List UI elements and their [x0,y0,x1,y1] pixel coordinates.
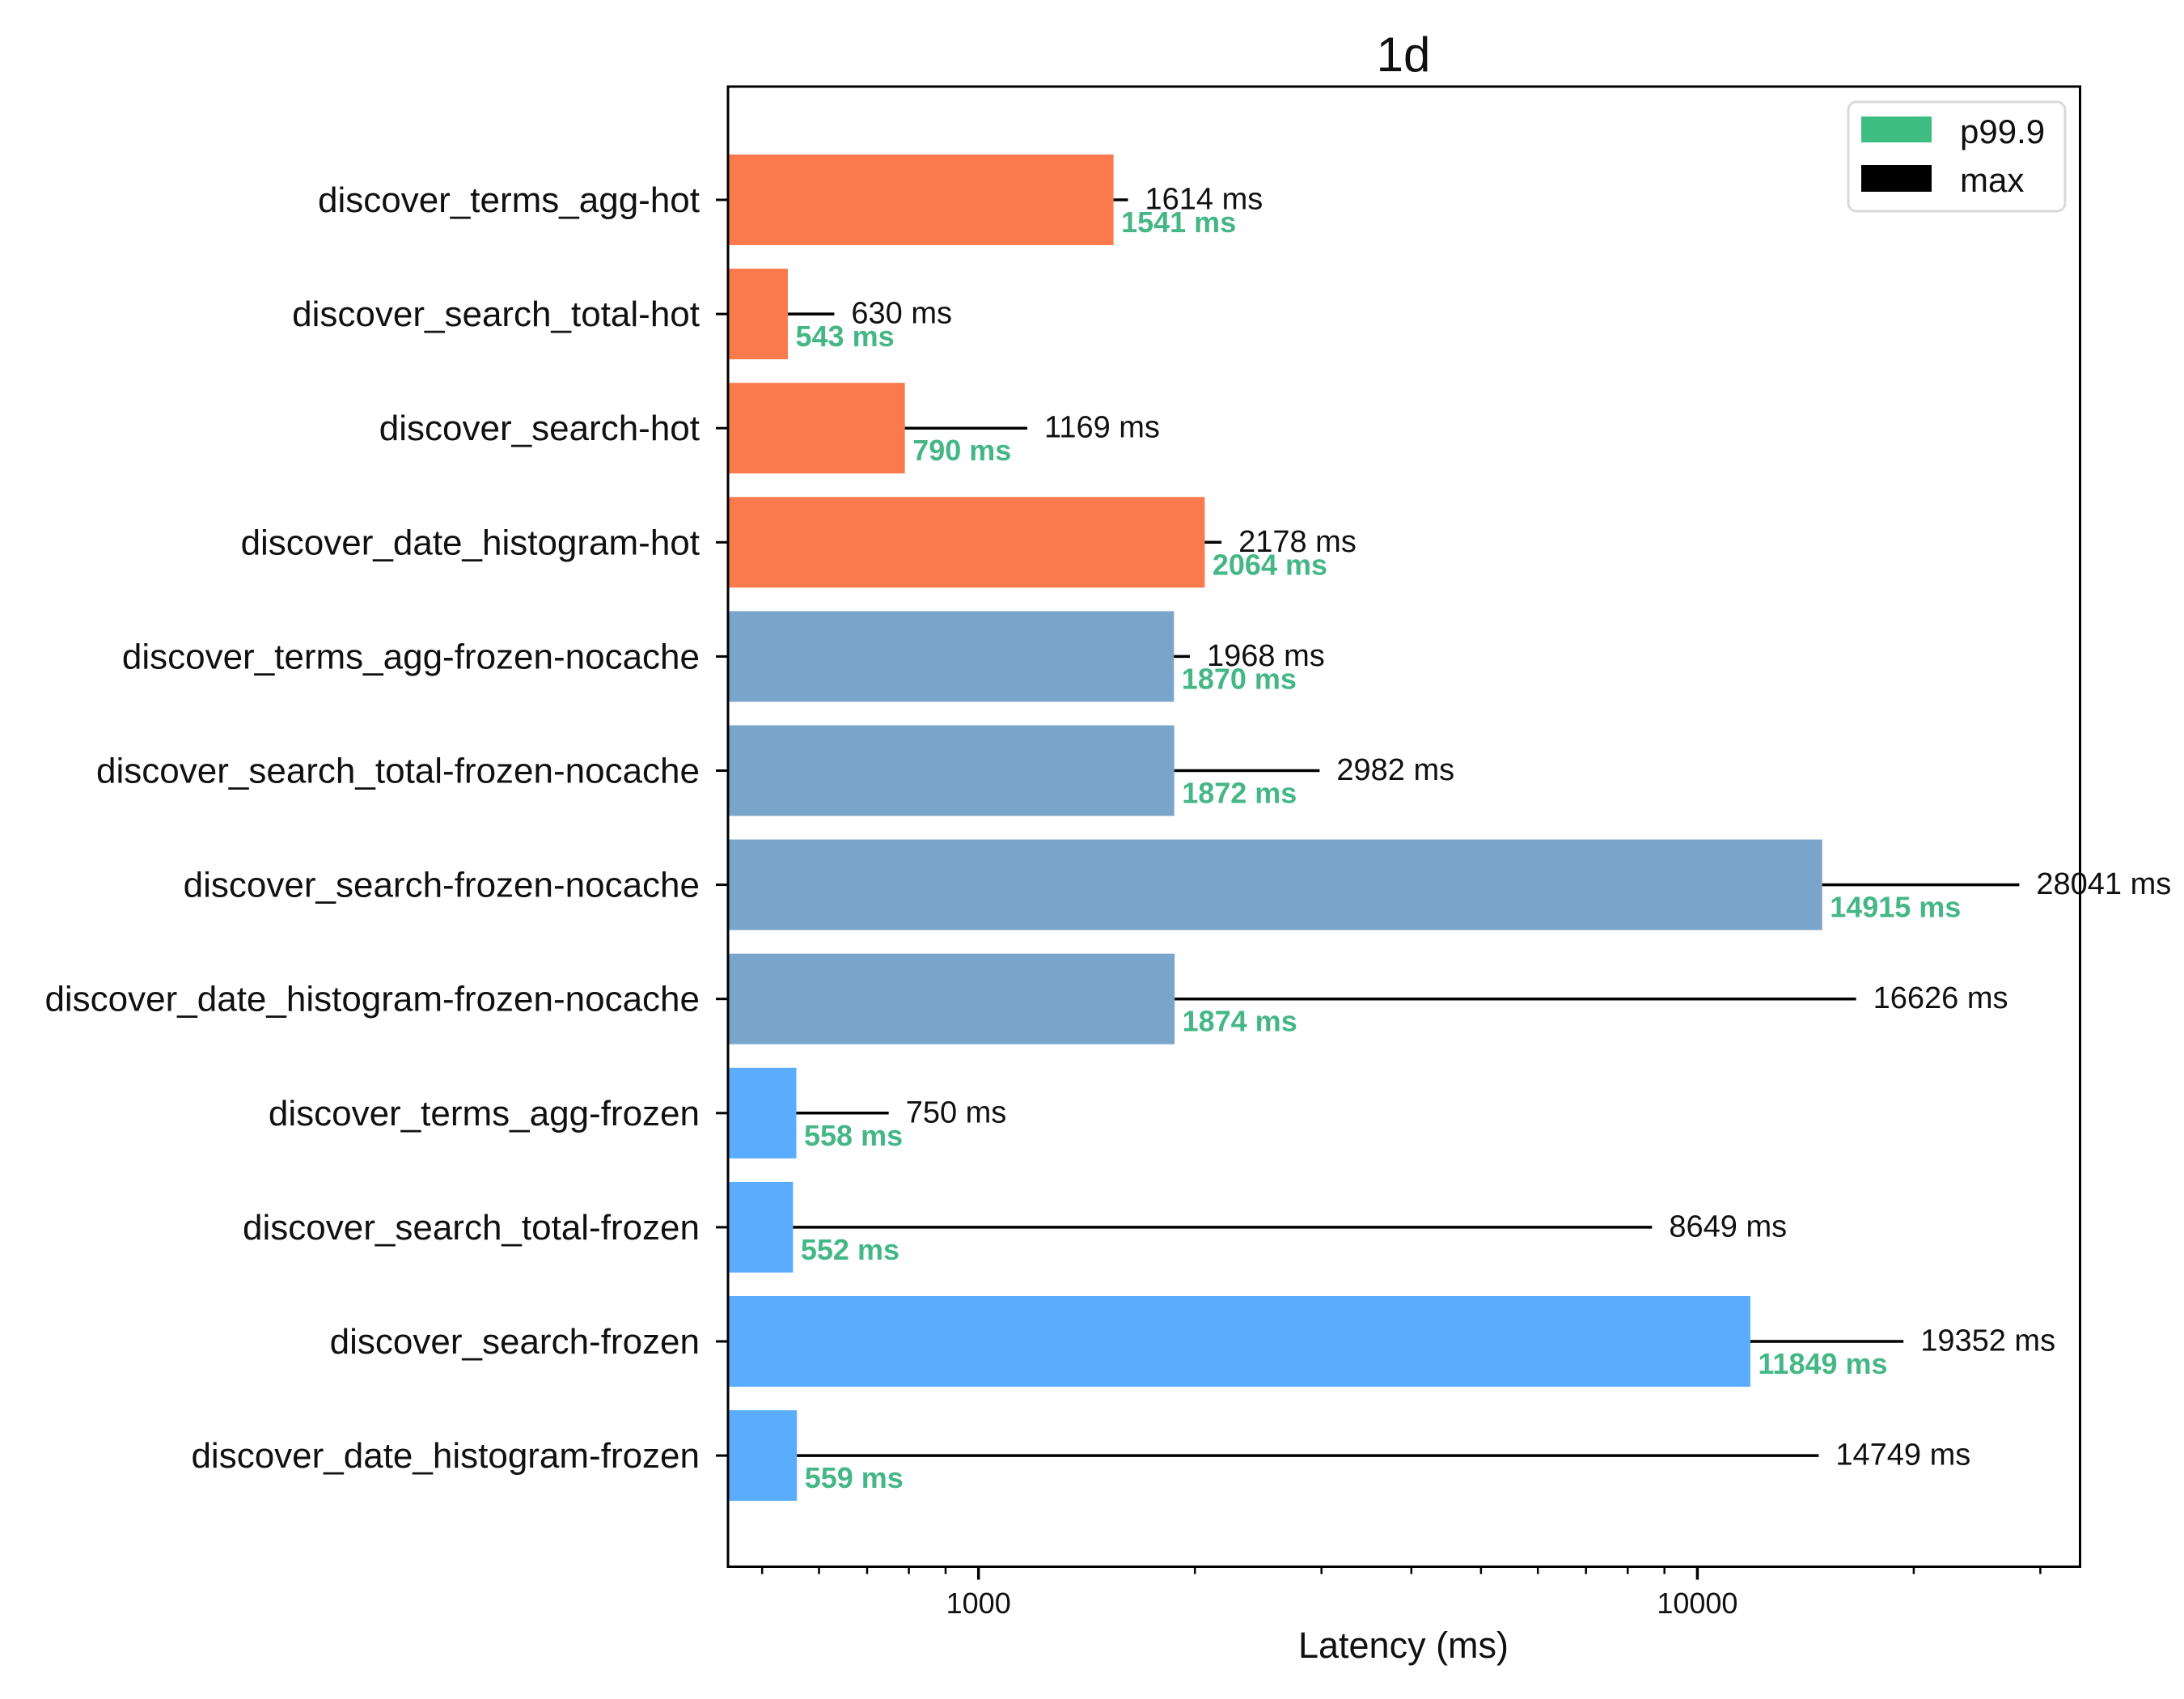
svg-text:559 ms: 559 ms [805,1461,904,1494]
svg-text:14749 ms: 14749 ms [1835,1438,1970,1472]
svg-text:552 ms: 552 ms [801,1233,899,1266]
svg-text:543 ms: 543 ms [796,320,895,353]
svg-text:1000: 1000 [946,1587,1011,1620]
svg-text:2982 ms: 2982 ms [1336,753,1454,787]
svg-text:1614 ms: 1614 ms [1145,183,1263,217]
svg-text:discover_search_total-frozen: discover_search_total-frozen [243,1208,700,1248]
svg-text:14915 ms: 14915 ms [1830,891,1961,924]
svg-text:discover_date_histogram-frozen: discover_date_histogram-frozen [191,1436,700,1476]
svg-text:790 ms: 790 ms [912,434,1011,467]
svg-text:2064 ms: 2064 ms [1213,548,1327,581]
svg-text:discover_search_total-hot: discover_search_total-hot [292,294,700,334]
svg-text:19352 ms: 19352 ms [1920,1324,2055,1358]
svg-text:discover_search-frozen-nocache: discover_search-frozen-nocache [184,866,700,905]
svg-text:8649 ms: 8649 ms [1669,1210,1787,1244]
svg-text:2178 ms: 2178 ms [1238,525,1357,559]
svg-text:discover_terms_agg-frozen: discover_terms_agg-frozen [269,1094,700,1133]
svg-text:630 ms: 630 ms [851,297,952,331]
svg-text:11849 ms: 11849 ms [1758,1347,1887,1380]
svg-text:discover_search-hot: discover_search-hot [379,409,700,448]
svg-text:discover_search-frozen: discover_search-frozen [330,1322,700,1362]
svg-text:750 ms: 750 ms [906,1095,1007,1129]
svg-text:discover_terms_agg-hot: discover_terms_agg-hot [318,180,700,220]
svg-text:1968 ms: 1968 ms [1207,639,1325,673]
svg-text:16626 ms: 16626 ms [1873,981,2008,1015]
svg-text:1874 ms: 1874 ms [1183,1005,1297,1038]
svg-text:Latency (ms): Latency (ms) [1298,1625,1509,1666]
svg-text:discover_date_histogram-hot: discover_date_histogram-hot [241,523,700,562]
svg-text:p99.9: p99.9 [1960,112,2045,150]
svg-text:discover_terms_agg-frozen-noca: discover_terms_agg-frozen-nocache [122,637,700,676]
svg-text:1872 ms: 1872 ms [1182,777,1297,810]
svg-text:28041 ms: 28041 ms [2036,867,2171,901]
svg-text:discover_date_histogram-frozen: discover_date_histogram-frozen-nocache [44,980,700,1019]
svg-text:10000: 10000 [1657,1587,1737,1620]
svg-text:discover_search_total-frozen-n: discover_search_total-frozen-nocache [96,752,700,791]
svg-text:558 ms: 558 ms [804,1119,903,1152]
svg-text:1870 ms: 1870 ms [1182,662,1297,695]
svg-text:max: max [1960,161,2024,199]
svg-text:1541 ms: 1541 ms [1121,205,1236,239]
svg-text:1d: 1d [1377,28,1431,82]
svg-text:1169 ms: 1169 ms [1044,411,1160,445]
